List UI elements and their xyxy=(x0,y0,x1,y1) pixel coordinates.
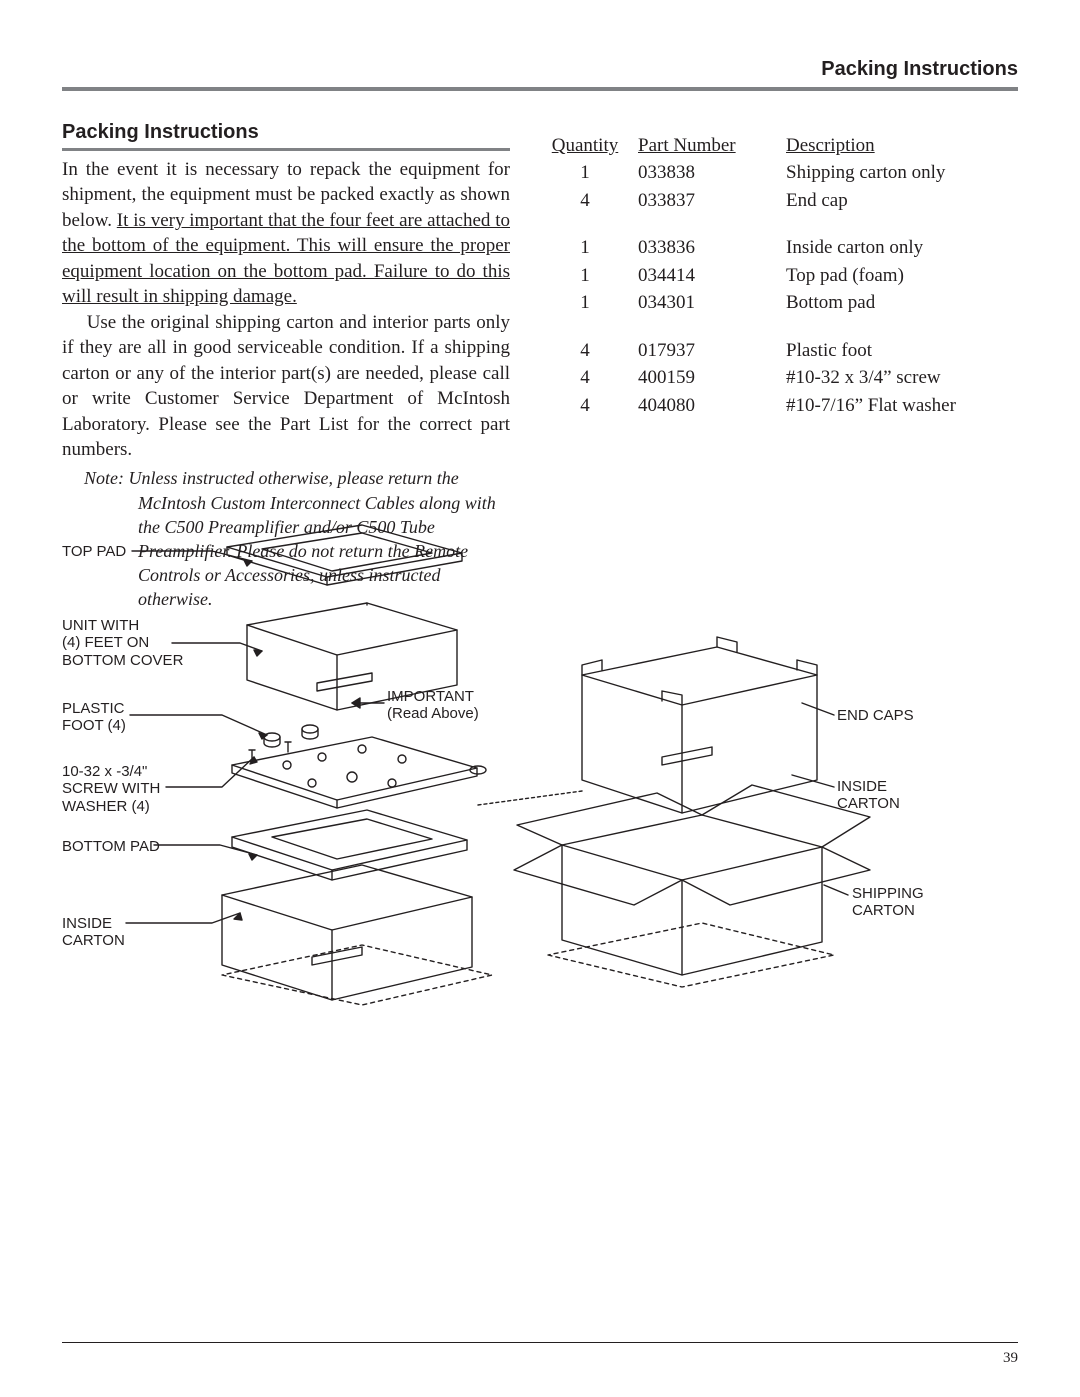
col-qty: Quantity xyxy=(540,133,638,160)
packing-diagram: TOP PAD UNIT WITH (4) FEET ON BOTTOM COV… xyxy=(62,525,1018,1005)
section-title: Packing Instructions xyxy=(62,121,510,144)
parts-spacer xyxy=(540,318,1018,338)
important-arrow xyxy=(352,698,384,708)
cell-pn: 033838 xyxy=(638,160,786,187)
parts-row: 4033837End cap xyxy=(540,188,1018,215)
col-pn: Part Number xyxy=(638,133,786,160)
note-lead: Note: xyxy=(84,468,129,488)
shipping-carton-shape xyxy=(514,785,870,975)
cell-desc: #10-32 x 3/4” screw xyxy=(786,365,1018,392)
cell-qty: 1 xyxy=(540,235,638,262)
cell-pn: 404080 xyxy=(638,393,786,420)
parts-row: 1034414Top pad (foam) xyxy=(540,263,1018,290)
paragraph-1: In the event it is necessary to repack t… xyxy=(62,157,510,310)
p1-underlined: It is very important that the four feet … xyxy=(62,210,510,307)
paragraph-2: Use the original shipping carton and int… xyxy=(62,310,510,463)
body-text: In the event it is necessary to repack t… xyxy=(62,157,510,462)
leaders-left xyxy=(126,551,267,923)
parts-row: 1033838Shipping carton only xyxy=(540,160,1018,187)
cell-desc: Inside carton only xyxy=(786,235,1018,262)
parts-row: 4404080#10-7/16” Flat washer xyxy=(540,393,1018,420)
cell-desc: Plastic foot xyxy=(786,338,1018,365)
cell-pn: 400159 xyxy=(638,365,786,392)
cell-pn: 033837 xyxy=(638,188,786,215)
cell-qty: 4 xyxy=(540,338,638,365)
col-desc: Description xyxy=(786,133,1018,160)
parts-row: 4017937Plastic foot xyxy=(540,338,1018,365)
footer-rule xyxy=(62,1342,1018,1343)
parts-row: 1033836Inside carton only xyxy=(540,235,1018,262)
diagram-svg xyxy=(62,525,1018,995)
cell-qty: 4 xyxy=(540,365,638,392)
parts-table-el: Quantity Part Number Description 1033838… xyxy=(540,133,1018,420)
cell-desc: End cap xyxy=(786,188,1018,215)
bottom-pad-shape xyxy=(232,810,467,880)
parts-row: 4400159#10-32 x 3/4” screw xyxy=(540,365,1018,392)
running-head: Packing Instructions xyxy=(62,58,1018,81)
cell-desc: Top pad (foam) xyxy=(786,263,1018,290)
parts-header-row: Quantity Part Number Description xyxy=(540,133,1018,160)
inside-carton-left-shape xyxy=(222,865,472,1000)
cell-pn: 017937 xyxy=(638,338,786,365)
inside-carton-right-shape xyxy=(582,637,817,813)
cell-pn: 033836 xyxy=(638,235,786,262)
cell-desc: Shipping carton only xyxy=(786,160,1018,187)
cell-qty: 4 xyxy=(540,393,638,420)
cell-qty: 1 xyxy=(540,263,638,290)
top-pad-shape xyxy=(227,525,462,585)
top-rule xyxy=(62,87,1018,91)
parts-table: Quantity Part Number Description 1033838… xyxy=(540,133,1018,420)
unit-box-shape xyxy=(247,603,457,710)
bottom-plate-shape xyxy=(232,737,486,808)
cell-desc: Bottom pad xyxy=(786,290,1018,317)
cell-pn: 034414 xyxy=(638,263,786,290)
cell-qty: 1 xyxy=(540,160,638,187)
section-rule xyxy=(62,148,510,151)
parts-spacer xyxy=(540,215,1018,235)
cell-desc: #10-7/16” Flat washer xyxy=(786,393,1018,420)
cell-qty: 4 xyxy=(540,188,638,215)
parts-row: 1034301Bottom pad xyxy=(540,290,1018,317)
page: Packing Instructions Packing Instruction… xyxy=(0,0,1080,1397)
cell-pn: 034301 xyxy=(638,290,786,317)
leaders-right xyxy=(792,703,848,895)
page-number: 39 xyxy=(1003,1350,1018,1367)
cell-qty: 1 xyxy=(540,290,638,317)
